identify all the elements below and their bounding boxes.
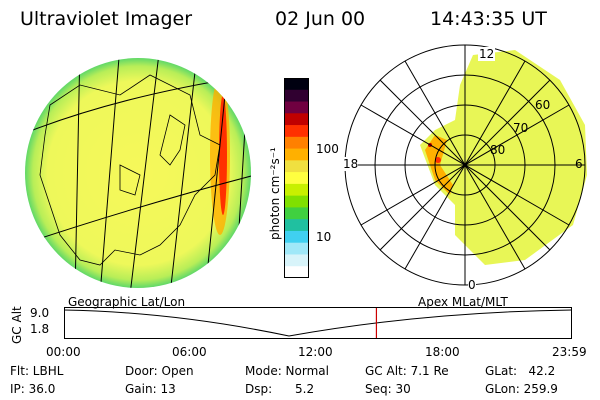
colorbar-segment — [284, 136, 309, 150]
colorbar — [284, 78, 309, 278]
app-title: Ultraviolet Imager — [20, 8, 193, 30]
colorbar-segment — [284, 183, 309, 197]
colorbar-segment — [284, 242, 309, 255]
mlt-0-label: 0 — [468, 278, 476, 292]
globe-image — [25, 58, 251, 288]
colorbar-segment — [284, 125, 309, 138]
colorbar-segment — [284, 195, 309, 208]
time-label: 14:43:35 UT — [430, 8, 547, 30]
mlt-18-label: 18 — [343, 157, 359, 171]
mlt-12-label: 12 — [478, 47, 496, 61]
colorbar-segment — [284, 89, 309, 103]
coastline — [39, 74, 221, 266]
info-gcalt: GC Alt: 7.1 Re — [365, 364, 449, 378]
mlt-6-label: 6 — [575, 157, 583, 171]
colorbar-segment — [284, 78, 309, 91]
colorbar-label: photon cm⁻²s⁻¹ — [268, 147, 282, 240]
apex-mlat-label: Apex MLat/MLT — [418, 295, 508, 309]
colorbar-segment — [284, 207, 309, 220]
colorbar-segment — [284, 101, 309, 114]
polar-plot — [344, 44, 587, 286]
altitude-timeline — [64, 307, 572, 339]
aurora-core — [219, 95, 227, 215]
mlat-60-label: 60 — [535, 98, 551, 112]
info-seq: Seq: 30 — [365, 382, 411, 396]
info-glon: GLon: 259.9 — [485, 382, 558, 396]
gc-alt-axis-label: GC Alt — [10, 306, 24, 344]
xtick-1200: 12:00 — [298, 345, 333, 359]
xtick-0600: 06:00 — [172, 345, 207, 359]
colorbar-segment — [284, 148, 309, 161]
colorbar-tick-100: 100 — [316, 142, 339, 156]
colorbar-segment — [284, 230, 309, 244]
altitude-curve — [64, 309, 572, 337]
colorbar-segment — [284, 113, 309, 126]
earth-disk — [25, 58, 251, 288]
colorbar-segment — [284, 219, 309, 232]
info-ip: IP: 36.0 — [10, 382, 56, 396]
colorbar-segment — [284, 266, 309, 278]
mlat-80-label: 80 — [490, 143, 506, 157]
xtick-1800: 18:00 — [425, 345, 460, 359]
mlat-70-label: 70 — [513, 121, 529, 135]
info-gain: Gain: 13 — [125, 382, 176, 396]
info-flt: Flt: LBHL — [10, 364, 64, 378]
ytick-9: 9.0 — [30, 306, 50, 320]
geo-latlon-label: Geographic Lat/Lon — [68, 295, 186, 309]
info-glat: GLat: 42.2 — [485, 364, 556, 378]
info-dsp: Dsp: 5.2 — [245, 382, 315, 396]
info-door: Door: Open — [125, 364, 194, 378]
ytick-1-8: 1.8 — [30, 322, 50, 336]
xtick-0000: 00:00 — [46, 345, 81, 359]
date-label: 02 Jun 00 — [275, 8, 366, 30]
colorbar-segment — [284, 254, 309, 267]
xtick-2359: 23:59 — [552, 345, 587, 359]
colorbar-tick-10: 10 — [316, 230, 332, 244]
colorbar-segment — [284, 172, 309, 185]
info-mode: Mode: Normal — [245, 364, 329, 378]
auroral-oval — [420, 50, 587, 265]
colorbar-segment — [284, 160, 309, 173]
